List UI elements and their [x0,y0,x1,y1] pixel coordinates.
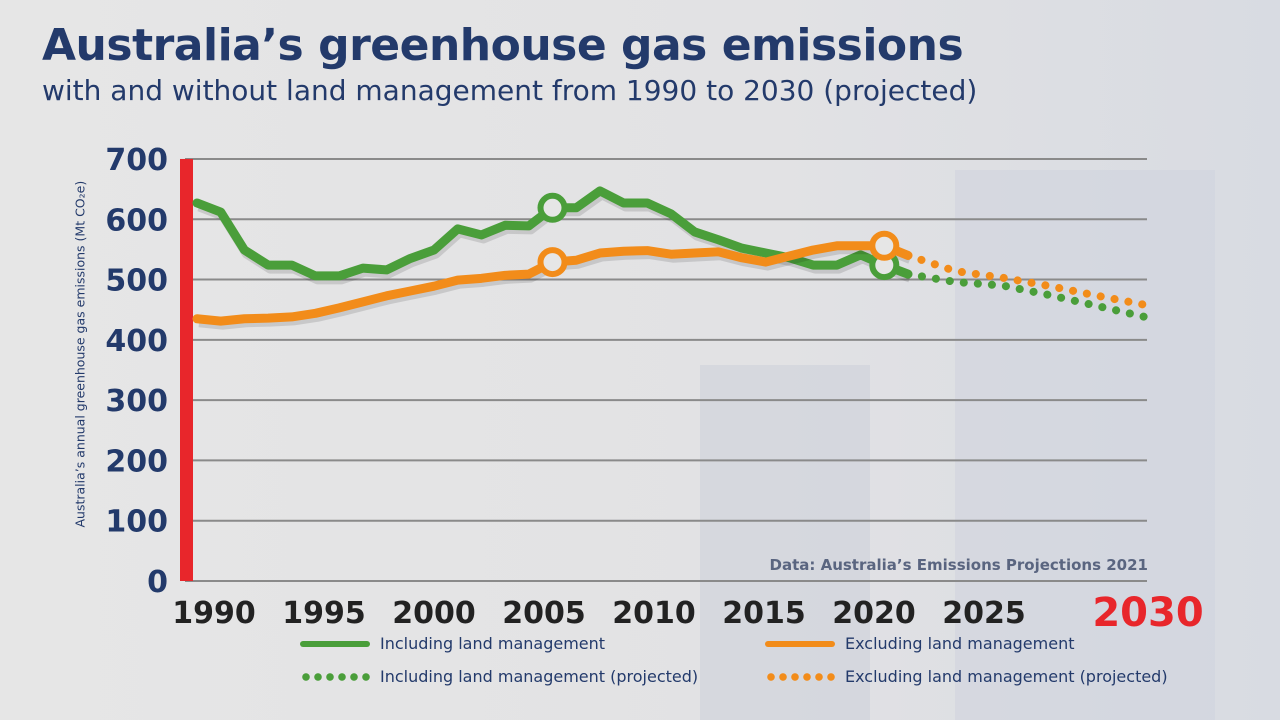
legend-label: Excluding land management [845,634,1075,653]
legend-label: Including land management [380,634,606,653]
x-tick-label: 1995 [282,596,366,631]
highlight-marker [537,192,568,223]
y-axis-label: Australia’s annual greenhouse gas emissi… [72,180,88,528]
x-tick-label: 2010 [612,596,696,631]
y-tick-label: 400 [105,324,168,359]
chart-subtitle: with and without land management from 19… [42,74,978,107]
y-tick-label: 300 [105,384,168,419]
y-axis-bar [180,158,193,581]
x-tick-label: 2000 [392,596,476,631]
legend-item-excluding-projected: Excluding land management (projected) [765,667,1168,686]
legend-item-including: Including land management [300,634,605,653]
y-tick-label: 600 [105,203,168,238]
series-dotted-line [904,251,1149,309]
x-tick-label: 2025 [942,596,1026,631]
highlight-marker [537,247,568,278]
legend-label: Including land management (projected) [380,667,699,686]
y-tick-label: 0 [147,565,168,600]
x-tick-label: 2020 [832,596,916,631]
x-tick-label: 2015 [722,596,806,631]
series-dotted-line [904,270,1149,321]
x-tick-label: 2005 [502,596,586,631]
y-tick-label: 200 [105,444,168,479]
x-tick-label: 1990 [172,596,256,631]
legend-label: Excluding land management (projected) [845,667,1168,686]
cooling-tower-silhouette [955,170,1215,720]
legend-item-excluding: Excluding land management [765,634,1074,653]
legend-item-including-projected: Including land management (projected) [300,667,698,686]
y-tick-label: 700 [105,143,168,178]
x-tick-label: 2030 [1092,590,1203,636]
chart-title: Australia’s greenhouse gas emissions [42,20,964,71]
y-tick-label: 100 [105,505,168,540]
y-tick-label: 500 [105,264,168,299]
highlight-marker [869,230,900,261]
source-note: Data: Australia’s Emissions Projections … [769,556,1149,574]
